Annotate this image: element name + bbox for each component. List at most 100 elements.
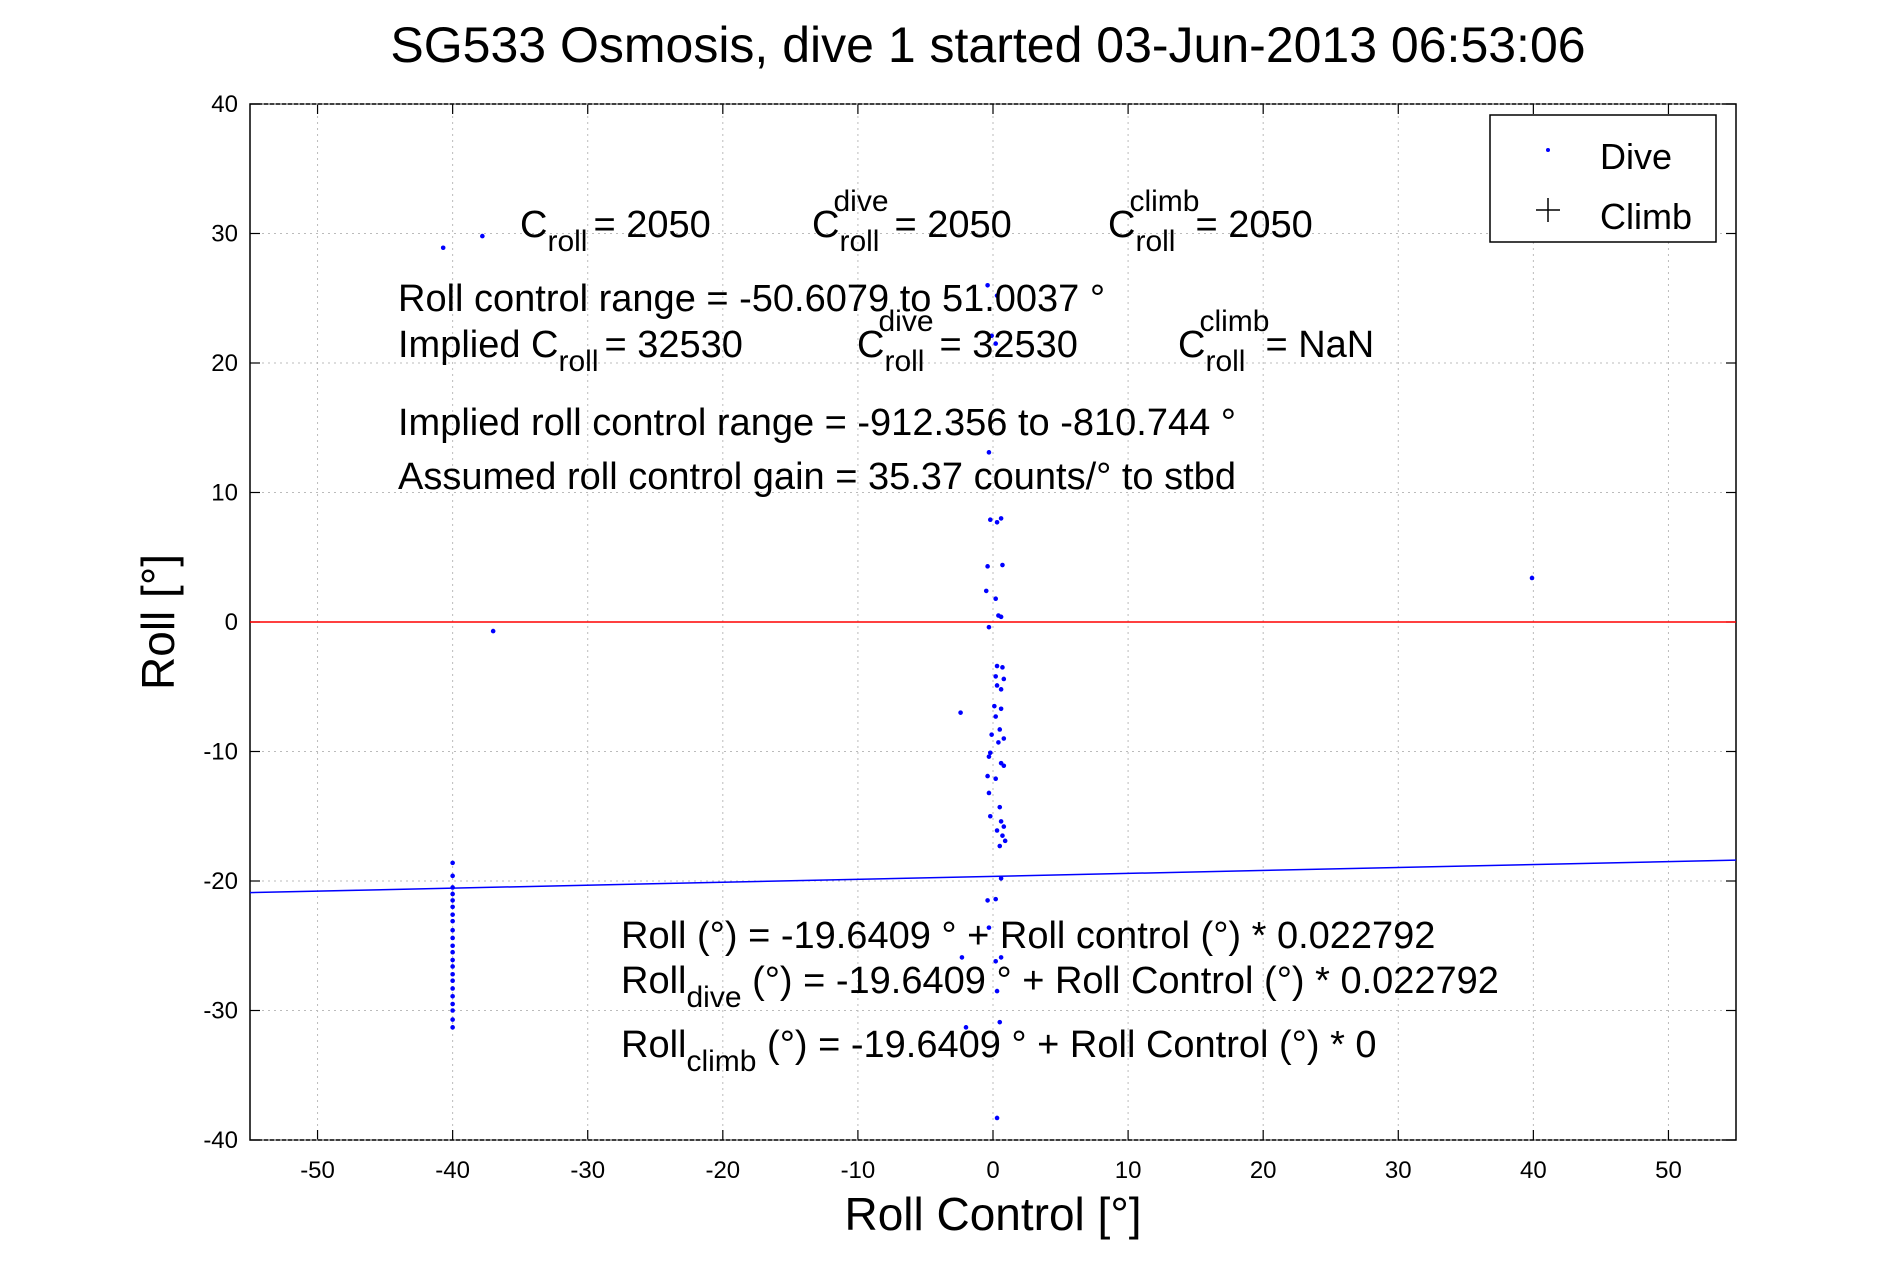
- x-tick-label: 30: [1385, 1157, 1412, 1184]
- dive-point: [1529, 575, 1535, 581]
- dive-point: [985, 564, 990, 569]
- dive-point: [450, 1008, 455, 1013]
- dive-point: [1002, 838, 1008, 844]
- y-tick-labels: -40 -30 -20 -10 0 10 20 30 40: [203, 91, 238, 1154]
- dive-point: [450, 898, 455, 903]
- dive-point: [994, 1115, 1000, 1121]
- dive-point: [480, 233, 485, 239]
- dive-point: [450, 918, 455, 924]
- dive-point: [986, 925, 992, 930]
- x-tick-label: -50: [300, 1157, 335, 1184]
- dive-point: [994, 663, 1000, 669]
- assumed-gain: Assumed roll control gain = 35.37 counts…: [398, 456, 1236, 498]
- dive-point: [987, 517, 993, 522]
- dive-point: [450, 904, 455, 910]
- implied-c-roll-climb-annotation: Crollclimb = NaN: [1178, 305, 1374, 378]
- dive-point: [450, 891, 455, 897]
- dive-point: [450, 885, 455, 890]
- dive-point: [959, 955, 965, 960]
- dive-point: [1001, 676, 1007, 682]
- y-tick-label: -30: [203, 998, 238, 1025]
- dive-point: [983, 588, 989, 594]
- dive-point: [998, 687, 1004, 692]
- dive-point: [450, 978, 455, 984]
- legend-climb-label: Climb: [1600, 196, 1692, 237]
- dive-point: [998, 516, 1004, 521]
- x-axis-label: Roll Control [°]: [844, 1188, 1141, 1240]
- dive-point: [1001, 824, 1007, 829]
- dive-point: [993, 341, 999, 346]
- x-tick-label: 10: [1115, 1157, 1142, 1184]
- x-tick-label: 50: [1655, 1157, 1682, 1184]
- dive-point: [1001, 763, 1007, 769]
- fit-equation: Roll (°) = -19.6409 ° + Roll control (°)…: [621, 915, 1435, 957]
- y-axis-label: Roll [°]: [132, 554, 184, 690]
- dive-point: [998, 819, 1004, 824]
- dive-point: [993, 674, 999, 679]
- dive-point: [992, 703, 997, 709]
- dive-point: [450, 964, 455, 969]
- fit-line: [249, 859, 1737, 894]
- fit-equation-climb: Rollclimb (°) = -19.6409 ° + Roll Contro…: [621, 1024, 1377, 1078]
- legend-climb-marker: [1536, 198, 1560, 222]
- dive-point: [1001, 736, 1007, 741]
- chart-title: SG533 Osmosis, dive 1 started 03-Jun-201…: [390, 17, 1585, 73]
- dive-point: [993, 714, 999, 719]
- dive-point: [993, 776, 999, 781]
- dive-point: [450, 935, 455, 941]
- dive-point: [998, 614, 1004, 620]
- x-tick-label: -20: [705, 1157, 740, 1184]
- y-tick-label: -40: [203, 1127, 238, 1154]
- c-roll-dive-annotation: Crolldive= 2050: [812, 185, 1012, 258]
- dive-point: [998, 706, 1004, 712]
- dive-point: [450, 971, 455, 977]
- legend: Dive Climb: [1489, 114, 1717, 243]
- legend-box: [1489, 114, 1717, 243]
- dive-point: [998, 955, 1004, 960]
- dive-point: [450, 1001, 455, 1007]
- dive-point: [450, 986, 455, 991]
- x-tick-label: 20: [1250, 1157, 1277, 1184]
- dive-point: [986, 450, 992, 455]
- dive-point: [996, 740, 1001, 745]
- dive-point: [997, 843, 1003, 849]
- dive-point: [994, 293, 1000, 298]
- implied-c-roll-dive-annotation: Crolldive= 32530: [857, 305, 1078, 378]
- dive-point: [450, 927, 455, 933]
- legend-dive-marker: [1546, 148, 1550, 152]
- dive-point: [994, 828, 1000, 833]
- x-tick-label: 40: [1520, 1157, 1547, 1184]
- x-tick-label: -30: [570, 1157, 605, 1184]
- dive-point: [997, 1019, 1003, 1025]
- dive-point: [450, 860, 455, 866]
- dive-point: [987, 813, 993, 819]
- dive-point: [993, 958, 999, 964]
- dive-point: [987, 750, 993, 756]
- dive-point: [994, 683, 1000, 688]
- y-tick-label: 30: [211, 221, 238, 248]
- dive-points: [440, 233, 1535, 1121]
- y-tick-label: 20: [211, 350, 238, 377]
- dive-point: [993, 896, 999, 902]
- dive-point: [989, 333, 994, 339]
- dive-point: [1000, 665, 1005, 670]
- dive-point: [450, 912, 455, 917]
- dive-point: [450, 943, 455, 949]
- y-tick-label: 40: [211, 91, 238, 118]
- dive-point: [440, 245, 446, 251]
- dive-point: [994, 519, 1000, 525]
- x-tick-label: 0: [986, 1157, 999, 1184]
- dive-point: [450, 1017, 455, 1022]
- implied-roll-control-range: Implied roll control range = -912.356 to…: [398, 402, 1236, 444]
- dive-point: [958, 710, 963, 715]
- y-tick-label: -10: [203, 739, 238, 766]
- dive-point: [993, 596, 999, 601]
- dive-point: [986, 754, 992, 759]
- dive-point: [450, 957, 455, 963]
- y-tick-label: 0: [225, 609, 238, 636]
- dive-point: [997, 727, 1003, 732]
- dive-point: [1000, 833, 1005, 838]
- y-tick-label: 10: [211, 480, 238, 507]
- dive-point: [450, 949, 455, 955]
